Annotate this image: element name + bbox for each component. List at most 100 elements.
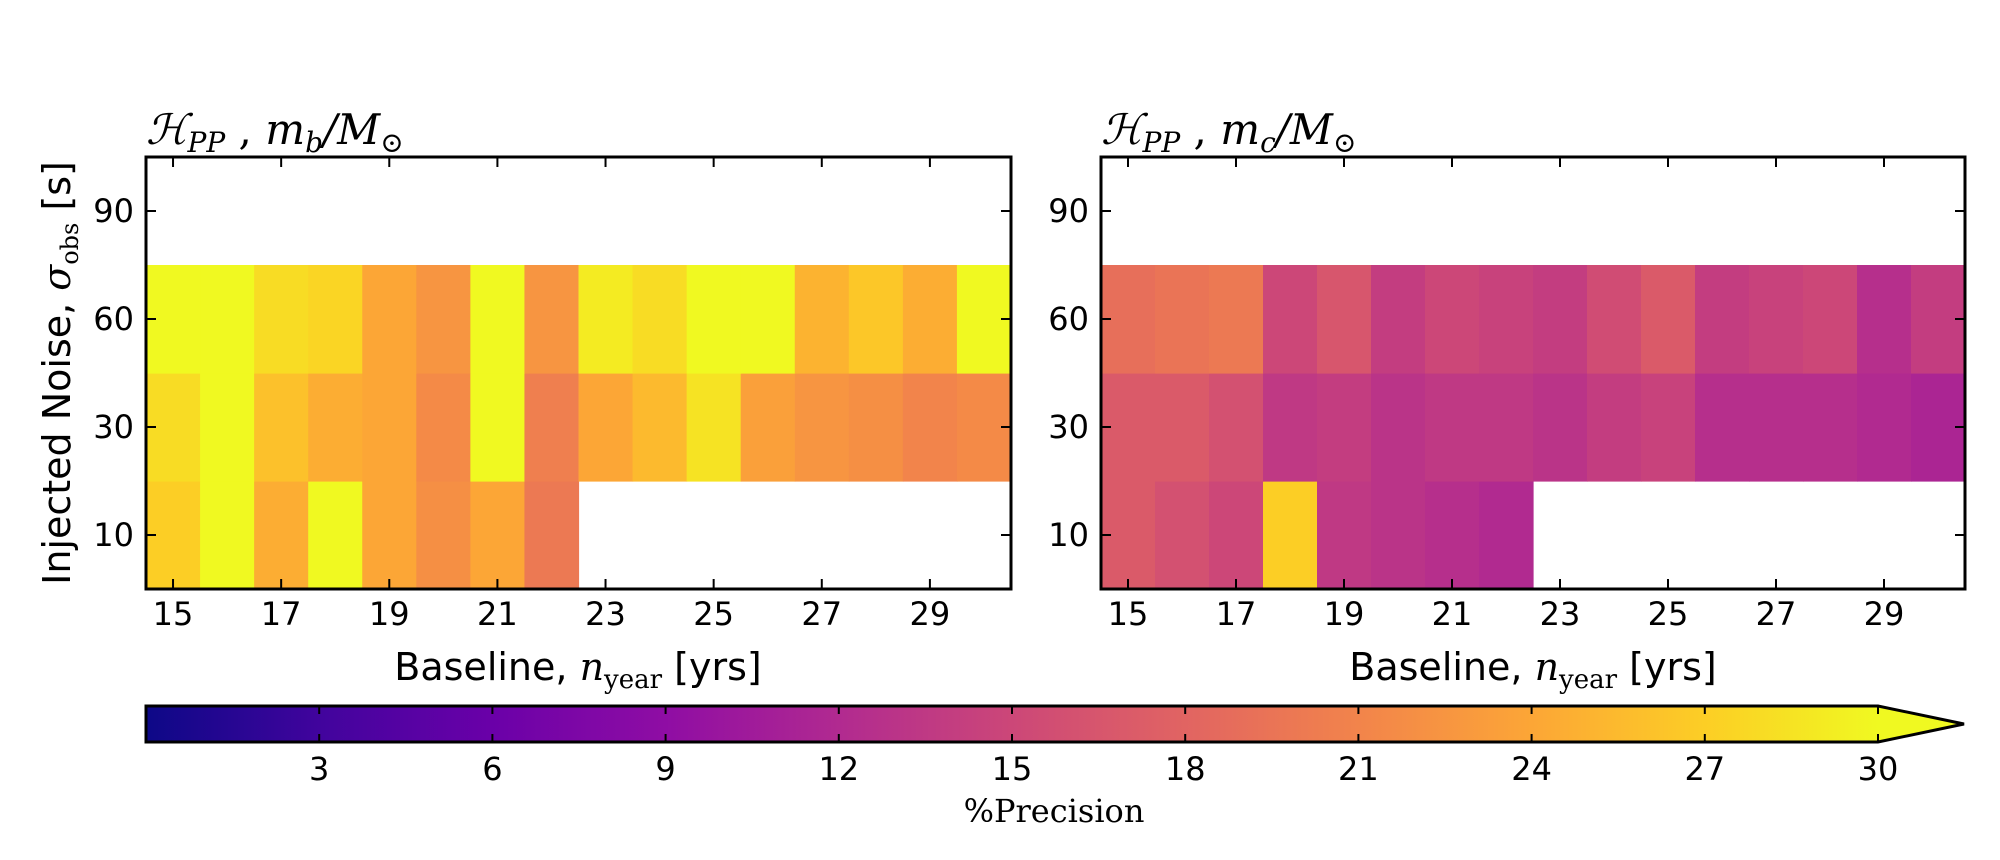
heatmap-cell-left xyxy=(416,373,471,482)
y-tick-label: 30 xyxy=(1048,408,1089,446)
colorbar-tick-label: 18 xyxy=(1165,750,1206,788)
colorbar-tick-label: 15 xyxy=(992,750,1033,788)
heatmap-cell-left xyxy=(578,265,634,374)
panel-title-right: ℋPP , mc/M⊙ xyxy=(1101,105,1356,159)
x-tick-label: 21 xyxy=(1432,595,1473,633)
heatmap-cell-left xyxy=(740,265,796,374)
heatmap-cell-right xyxy=(1749,265,1804,374)
heatmap-cell-left xyxy=(524,481,580,590)
heatmap-cell-right xyxy=(1803,265,1858,374)
heatmap-cell-right xyxy=(1857,373,1912,482)
y-tick-label: 30 xyxy=(93,408,134,446)
colorbar-label: %Precision xyxy=(964,792,1145,830)
heatmap-cell-left xyxy=(686,373,742,482)
heatmap-cell-right xyxy=(1209,373,1264,482)
heatmap-cell-left xyxy=(254,265,309,374)
heatmap-cell-left xyxy=(308,373,363,482)
y-ticks-left: 10 30 60 90 xyxy=(93,192,1011,554)
heatmap-cell-left xyxy=(740,373,796,482)
heatmap-cell-left xyxy=(416,265,471,374)
heatmap-cell-left xyxy=(254,481,309,590)
panel-title-left: ℋPP , mb/M⊙ xyxy=(146,105,404,159)
y-tick-label: 60 xyxy=(1048,300,1089,338)
colorbar-gradient xyxy=(144,704,1965,744)
heatmap-cell-right xyxy=(1533,373,1588,482)
heatmap-cells-right xyxy=(1101,265,1966,590)
heatmap-cell-left xyxy=(362,481,417,590)
x-tick-label: 23 xyxy=(585,595,626,633)
heatmap-cell-right xyxy=(1371,373,1426,482)
y-tick-label: 90 xyxy=(93,192,134,230)
heatmap-cell-right xyxy=(1317,373,1372,482)
colorbar-tick-label: 6 xyxy=(482,750,502,788)
x-axis-label-left: Baseline, nyear [yrs] xyxy=(394,645,761,695)
colorbar-tick-label: 12 xyxy=(818,750,859,788)
heatmap-cell-left xyxy=(902,373,958,482)
heatmap-cell-left xyxy=(848,373,904,482)
colorbar-tick-label: 24 xyxy=(1511,750,1552,788)
heatmap-cell-right xyxy=(1425,265,1480,374)
heatmap-cell-left xyxy=(848,265,904,374)
y-ticks-right: 10 30 60 90 xyxy=(1048,192,1965,554)
heatmap-cell-right xyxy=(1641,373,1696,482)
heatmap-cell-right xyxy=(1695,373,1750,482)
heatmap-cell-right xyxy=(1317,265,1372,374)
x-tick-label: 15 xyxy=(153,595,194,633)
heatmap-cell-left xyxy=(632,373,688,482)
x-tick-label: 29 xyxy=(1864,595,1905,633)
heatmap-cell-left xyxy=(200,481,255,590)
heatmap-cell-right xyxy=(1641,265,1696,374)
y-tick-label: 90 xyxy=(1048,192,1089,230)
heatmap-cell-left xyxy=(362,265,417,374)
x-tick-label: 29 xyxy=(910,595,951,633)
x-tick-label: 25 xyxy=(1648,595,1689,633)
x-tick-label: 17 xyxy=(1216,595,1257,633)
heatmap-cell-right xyxy=(1155,481,1210,590)
x-tick-label: 17 xyxy=(261,595,302,633)
heatmap-cell-left xyxy=(794,373,850,482)
x-tick-label: 27 xyxy=(1756,595,1797,633)
colorbar-tick-label: 30 xyxy=(1858,750,1899,788)
heatmap-cell-left xyxy=(362,373,417,482)
heatmap-cells-left xyxy=(146,265,1012,590)
heatmap-cell-right xyxy=(1425,481,1480,590)
heatmap-cell-right xyxy=(1533,265,1588,374)
x-ticks-right: 15 17 19 21 23 25 27 29 xyxy=(1108,157,1905,633)
heatmap-cell-right xyxy=(1587,265,1642,374)
heatmap-cell-right xyxy=(1425,373,1480,482)
heatmap-cell-right xyxy=(1317,481,1372,590)
y-axis-label: Injected Noise, σobs [s] xyxy=(35,161,84,585)
heatmap-cell-right xyxy=(1749,373,1804,482)
heatmap-cell-right xyxy=(1479,373,1534,482)
heatmap-cell-right xyxy=(1209,265,1264,374)
heatmap-cell-left xyxy=(578,373,634,482)
x-tick-label: 23 xyxy=(1540,595,1581,633)
heatmap-cell-left xyxy=(254,373,309,482)
heatmap-cell-left xyxy=(524,373,580,482)
heatmap-cell-right xyxy=(1371,265,1426,374)
x-tick-label: 25 xyxy=(693,595,734,633)
colorbar-tick-label: 21 xyxy=(1338,750,1379,788)
heatmap-cell-left xyxy=(200,373,255,482)
heatmap-cell-right xyxy=(1263,481,1318,590)
heatmap-cell-right xyxy=(1695,265,1750,374)
heatmap-cell-left xyxy=(794,265,850,374)
heatmap-cell-right xyxy=(1479,481,1534,590)
heatmap-cell-left xyxy=(308,265,363,374)
colorbar: 3 6 9 12 15 18 21 24 27 30 %Precision xyxy=(144,704,1965,830)
heatmap-cell-left xyxy=(470,481,526,590)
heatmap-cell-right xyxy=(1263,373,1318,482)
x-tick-label: 19 xyxy=(1324,595,1365,633)
heatmap-panel-left: ℋPP , mb/M⊙ 15 17 19 21 23 25 27 29 10 30 60 90 Ba… xyxy=(35,105,1013,695)
y-tick-label: 10 xyxy=(93,516,134,554)
heatmap-cell-right xyxy=(1155,265,1210,374)
x-axis-label-right: Baseline, nyear [yrs] xyxy=(1349,645,1716,695)
heatmap-cell-left xyxy=(632,265,688,374)
colorbar-tick-label: 3 xyxy=(309,750,329,788)
x-tick-label: 21 xyxy=(477,595,518,633)
heatmap-cell-left xyxy=(200,265,255,374)
heatmap-cell-right xyxy=(1587,373,1642,482)
colorbar-tick-label: 27 xyxy=(1684,750,1725,788)
colorbar-tick-label: 9 xyxy=(655,750,675,788)
